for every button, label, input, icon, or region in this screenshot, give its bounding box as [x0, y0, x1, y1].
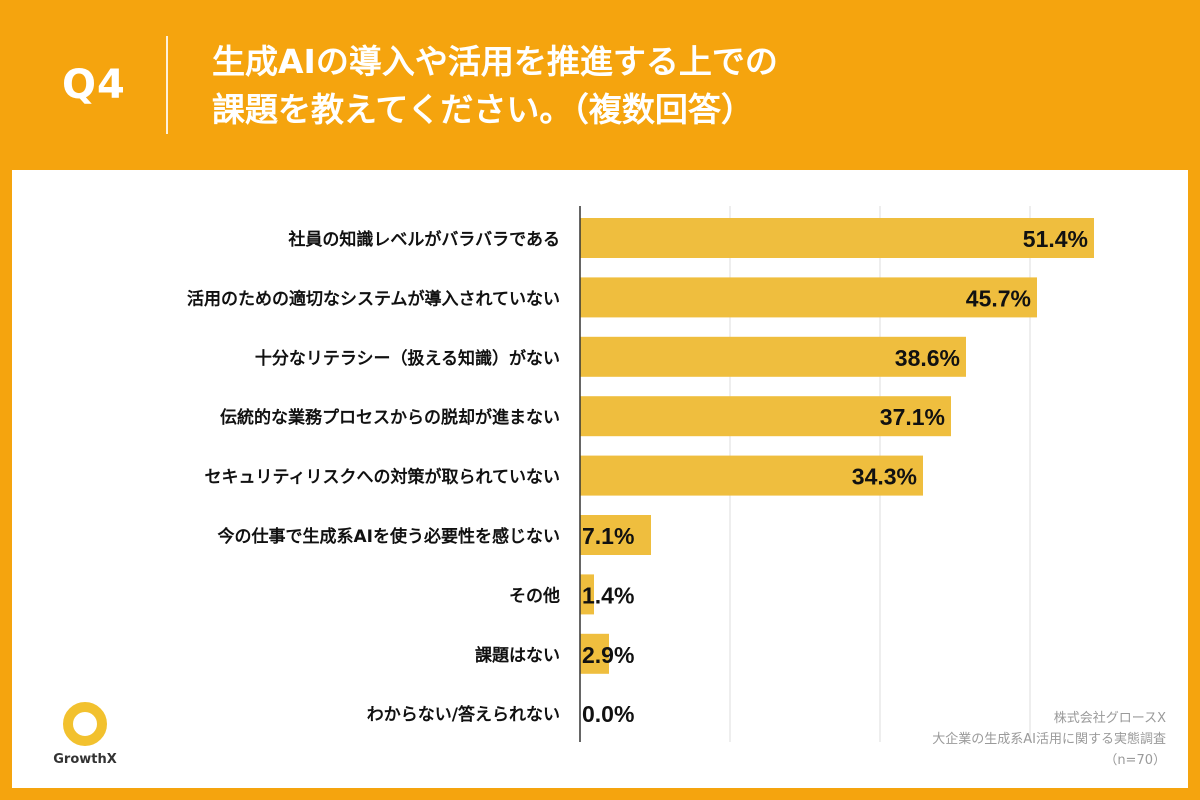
bar-chart: 社員の知識レベルがバラバラである 51.4% 活用のための適切なシステムが導入されて…	[187, 206, 1094, 742]
category-label: 課題はない	[475, 645, 560, 666]
growthx-logo-icon	[63, 702, 107, 746]
value-label: 2.9%	[582, 642, 634, 668]
source-note: 株式会社グロースX 大企業の生成系AI活用に関する実態調査 （n=70）	[932, 708, 1166, 771]
bar	[580, 396, 951, 437]
source-survey: 大企業の生成系AI活用に関する実態調査	[932, 732, 1166, 747]
bar	[580, 277, 1037, 318]
question-header: Q4 生成AIの導入や活用を推進する上での 課題を教えてください。（複数回答）	[0, 0, 1200, 170]
category-label: わからない/答えられない	[367, 704, 560, 725]
value-label: 0.0%	[582, 701, 634, 727]
category-label: 活用のための適切なシステムが導入されていない	[187, 288, 560, 309]
question-title-line-1: 生成AIの導入や活用を推進する上での	[212, 42, 778, 81]
value-label: 1.4%	[582, 582, 634, 608]
category-label: 今の仕事で生成系AIを使う必要性を感じない	[218, 526, 560, 547]
bar	[580, 336, 966, 377]
category-label: その他	[509, 585, 560, 606]
category-label: 十分なリテラシー（扱える知識）がない	[255, 348, 560, 369]
growthx-logo: GrowthX	[40, 700, 130, 767]
question-title: 生成AIの導入や活用を推進する上での 課題を教えてください。（複数回答）	[212, 38, 1172, 134]
bar	[580, 455, 923, 496]
value-label: 51.4%	[1023, 226, 1088, 252]
bar	[580, 633, 609, 674]
value-label: 34.3%	[852, 464, 917, 490]
source-sample-size: （n=70）	[1104, 753, 1166, 768]
value-label: 37.1%	[880, 404, 945, 430]
category-label: 伝統的な業務プロセスからの脱却が進まない	[220, 407, 560, 428]
value-label: 7.1%	[582, 523, 634, 549]
category-label: セキュリティリスクへの対策が取られていない	[205, 467, 560, 488]
category-label: 社員の知識レベルがバラバラである	[287, 229, 560, 250]
logo-text: GrowthX	[53, 752, 117, 767]
header-divider	[166, 36, 168, 134]
bar	[580, 218, 1094, 258]
value-label: 38.6%	[895, 345, 960, 371]
bar	[580, 515, 651, 555]
chart-panel: 社員の知識レベルがバラバラである 51.4% 活用のための適切なシステムが導入されて…	[12, 170, 1188, 788]
value-label: 45.7%	[966, 285, 1031, 311]
question-number: Q4	[62, 62, 126, 108]
bar	[580, 574, 594, 615]
source-company: 株式会社グロースX	[1053, 711, 1166, 726]
question-title-line-2: 課題を教えてください。（複数回答）	[212, 90, 754, 129]
